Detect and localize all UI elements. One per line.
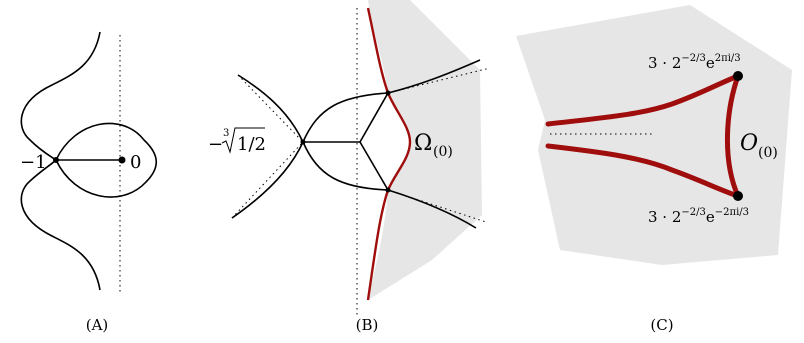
panel-b-curve-lower-arc (302, 141, 389, 191)
panel-a-loop (55, 122, 158, 198)
panel-b-label-radicand: 1/2 (237, 134, 266, 155)
panel-c-region-label-sub: (0) (758, 145, 778, 161)
panel-c-bottom-label: 3 · 2−2/3e−2πi/3 (648, 207, 749, 226)
panel-c-shaded-region (516, 5, 792, 265)
panel-b-region-label: Ω (414, 131, 432, 156)
panel-b-curve-lower-right (387, 189, 477, 229)
panel-c-red-lower (545, 143, 741, 199)
panel-b-caption: (B) (356, 316, 379, 334)
panel-b-stem-lower (359, 141, 389, 191)
panel-c-top-exp: −2/3 (681, 53, 705, 64)
panel-a-label-zero: 0 (130, 152, 141, 173)
panel-c-red-upper (545, 73, 741, 127)
panel-c-red-right (725, 73, 741, 199)
panel-c-point-bottom (733, 191, 743, 201)
panel-c-bottom-e: e (706, 208, 715, 226)
panel-a-label-minus-one: −1 (20, 152, 47, 173)
panel-c-top-prefix: 3 · 2 (648, 54, 681, 72)
panel-c-bottom-prefix: 3 · 2 (648, 208, 681, 226)
panel-b-curve-upper-right (387, 59, 481, 94)
panel-a-upper-wave (20, 31, 101, 161)
panel-c-caption: (C) (650, 316, 673, 334)
panel-c-bottom-e-exp: −2πi/3 (715, 207, 749, 218)
panel-b-label-root-index: 3 (223, 128, 229, 139)
panel-b-dotted-ray-1 (237, 74, 304, 143)
panel-c-top-label: 3 · 2−2/3e2πi/3 (648, 53, 741, 72)
panel-b-curve-upper-left (237, 74, 304, 143)
panel-b-point-lower (385, 187, 391, 193)
panel-a: −1 0 (A) (20, 31, 158, 334)
panel-a-caption: (A) (86, 316, 109, 334)
panel-c-top-e-exp: 2πi/3 (715, 53, 741, 64)
panel-c-top-e: e (706, 54, 715, 72)
panel-c-region-label: O (740, 131, 758, 156)
panel-b-curve-upper-arc (302, 92, 389, 143)
panel-b-label-minus: − (208, 134, 223, 155)
panel-c-point-top (733, 71, 743, 81)
panel-b-point-cube-root (300, 139, 306, 145)
panel-b-shaded-region (368, 0, 482, 300)
panel-b-stem-upper (359, 92, 389, 143)
panel-b-dotted-ray-4 (387, 189, 487, 223)
panel-b: − 3 1/2 Ω (0) (B) (208, 0, 491, 334)
panel-a-lower-wave (20, 159, 101, 291)
panel-c: 3 · 2−2/3e2πi/3 O (0) 3 · 2−2/3e−2πi/3 (… (516, 5, 792, 334)
panel-b-radical-sign (221, 127, 265, 154)
panel-b-curve-lower-left (231, 141, 304, 219)
panel-c-bottom-exp: −2/3 (681, 207, 705, 218)
panel-b-point-upper (385, 90, 391, 96)
panel-b-red-boundary (366, 7, 412, 301)
panel-a-point-zero (118, 156, 126, 164)
panel-a-point-minus-one (53, 157, 59, 163)
panel-b-region-label-sub: (0) (433, 144, 453, 160)
